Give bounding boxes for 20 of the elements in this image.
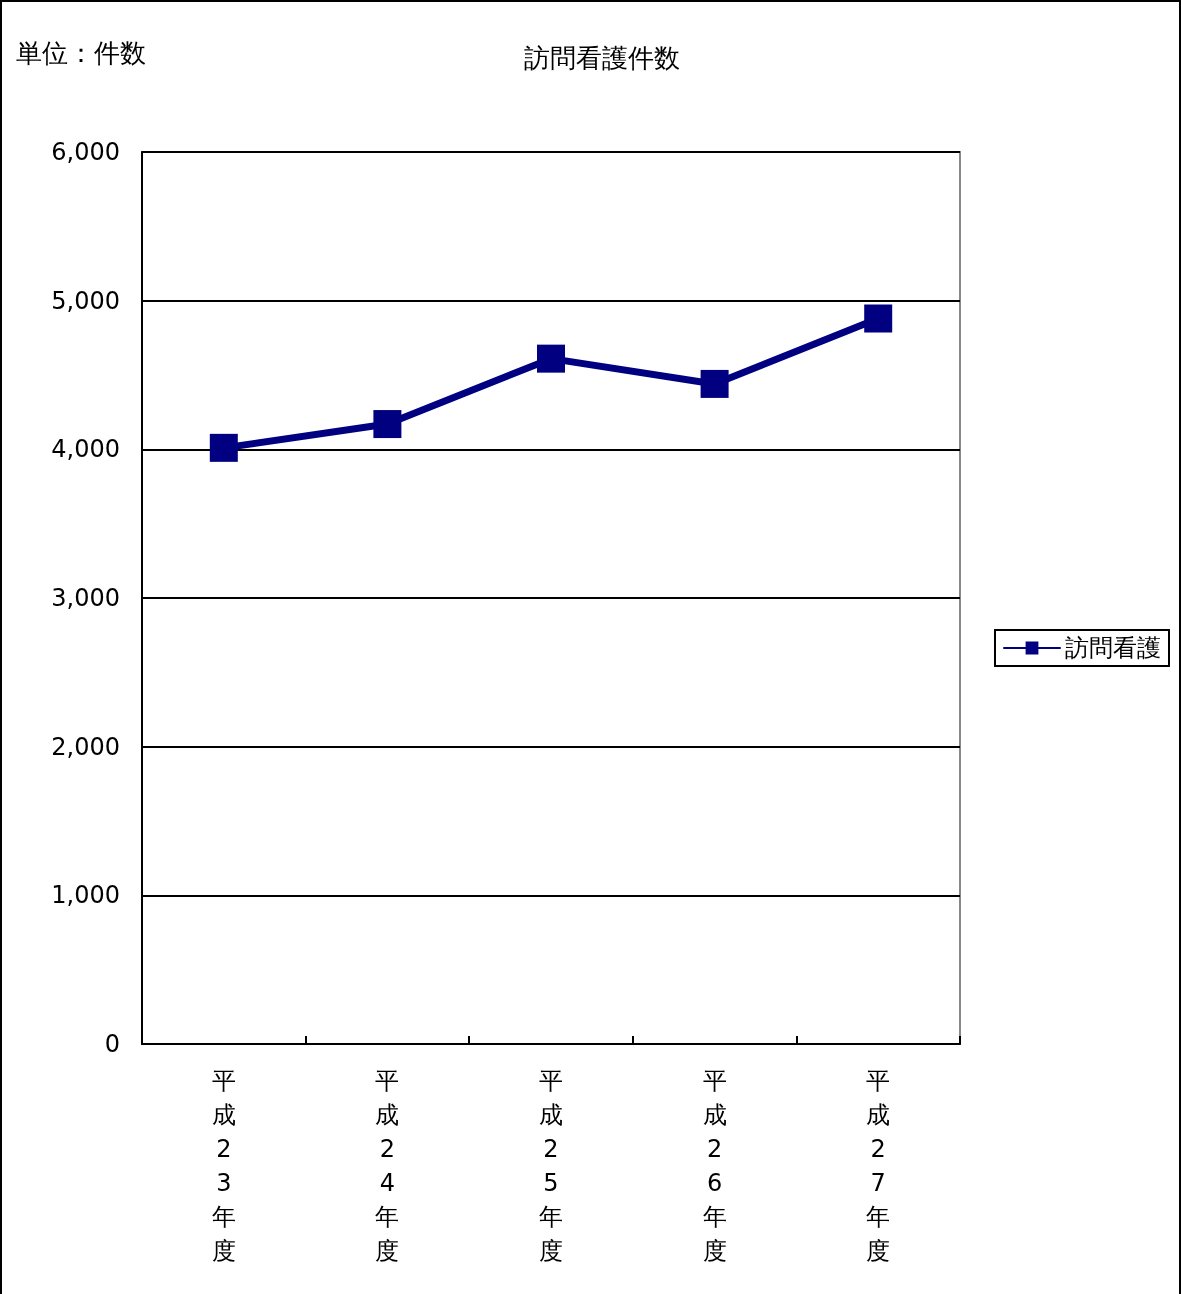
y-tick-label: 3,000: [51, 584, 120, 612]
point: [209, 433, 238, 462]
legend-label: 訪問看護: [1065, 634, 1161, 662]
x-tick-label: 平成25年度: [539, 1067, 563, 1265]
y-tick-label: 1,000: [51, 881, 120, 910]
y-tick-label: 0: [104, 1030, 120, 1058]
y-tick-label: 6,000: [51, 138, 120, 166]
x-tick-label: 平成26年度: [702, 1067, 727, 1265]
point: [373, 410, 402, 439]
y-tick-label: 2,000: [51, 732, 120, 761]
point: [864, 304, 893, 333]
point: [537, 344, 565, 373]
x-tick-label: 平成23年度: [211, 1067, 236, 1265]
x-tick-label: 平成27年度: [866, 1067, 891, 1265]
y-tick-label: 4,000: [51, 435, 120, 464]
point: [700, 369, 729, 398]
x-tick-label: 平成24年度: [375, 1067, 400, 1265]
chart-title: 訪問看護件数: [524, 43, 680, 73]
text: 単位：件数: [16, 38, 146, 68]
y-tick-label: 5,000: [51, 286, 120, 315]
